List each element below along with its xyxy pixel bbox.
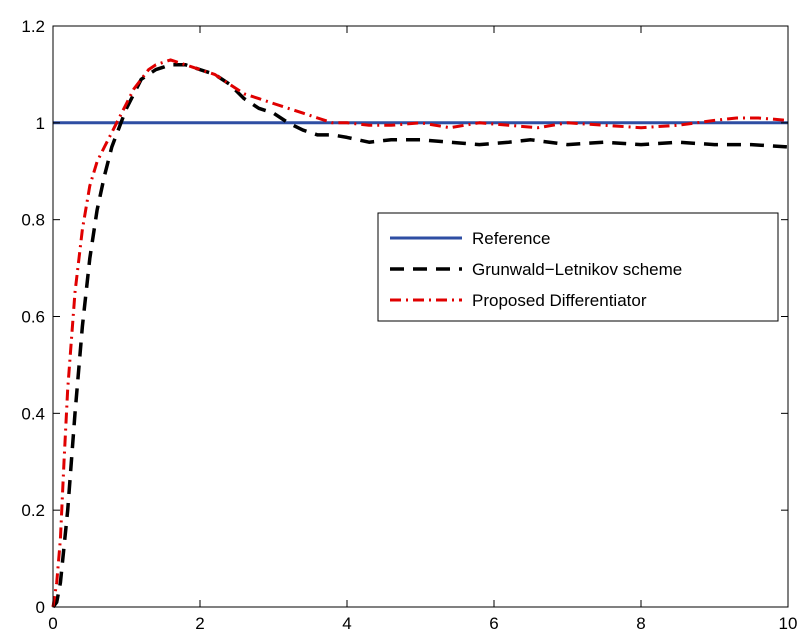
- series-line-proposed-differentiator: [51, 58, 789, 608]
- y-tick-label: 1.2: [21, 17, 45, 36]
- y-tick-label: 0: [36, 598, 45, 617]
- x-tick-label: 10: [779, 614, 798, 633]
- y-tick-label: 1: [36, 114, 45, 133]
- legend-box: [377, 212, 779, 322]
- x-tick-label: 4: [342, 614, 351, 633]
- x-tick-label: 0: [48, 614, 57, 633]
- y-tick-label: 0.4: [21, 404, 45, 423]
- ticks-layer: 0 2 4 6 8 10 0 0.2 0.4 0.6 0.8 1 1.2: [21, 17, 797, 633]
- y-tick-label: 0.2: [21, 501, 45, 520]
- legend-label-reference: Reference: [472, 229, 550, 248]
- x-tick-label: 6: [489, 614, 498, 633]
- legend-label-proposed-differentiator: Proposed Differentiator: [472, 291, 647, 310]
- x-tick-label: 8: [636, 614, 645, 633]
- series-line-grunwald-letnikov-scheme: [51, 62, 789, 609]
- legend-label-grunwald-letnikov-scheme: Grunwald−Letnikov scheme: [472, 260, 682, 279]
- legend: Reference Grunwald−Letnikov scheme Propose…: [377, 212, 779, 322]
- y-tick-label: 0.8: [21, 211, 45, 230]
- x-tick-label: 2: [195, 614, 204, 633]
- y-tick-label: 0.6: [21, 308, 45, 327]
- series-layer: [51, 58, 789, 609]
